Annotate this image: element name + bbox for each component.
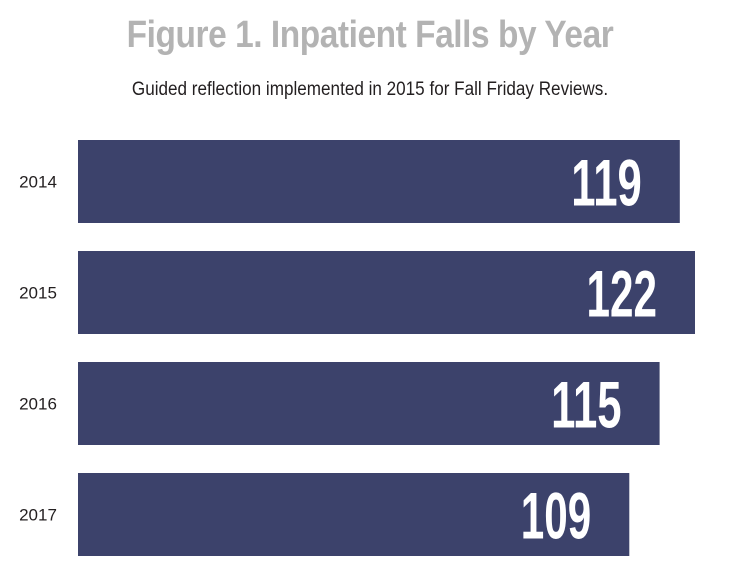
value-label-2014: 119 (571, 146, 642, 220)
value-label-2017: 109 (521, 479, 592, 553)
bar-2017 (78, 473, 630, 556)
category-label-2016: 2016 (19, 395, 57, 414)
value-label-2015: 122 (587, 257, 658, 331)
bar-2014 (78, 140, 680, 223)
category-label-2015: 2015 (19, 284, 57, 303)
value-label-2016: 115 (551, 368, 622, 442)
chart-title: Figure 1. Inpatient Falls by Year (126, 14, 614, 56)
category-label-2014: 2014 (19, 173, 57, 192)
chart-subtitle: Guided reflection implemented in 2015 fo… (131, 79, 609, 100)
bar-2016 (78, 362, 660, 445)
bar-2015 (78, 251, 695, 334)
category-label-2017: 2017 (19, 506, 57, 525)
